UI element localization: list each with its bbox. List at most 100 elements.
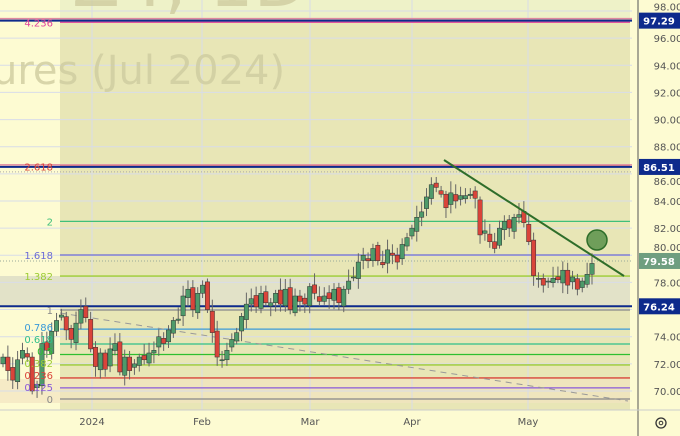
price-axis[interactable]: [632, 0, 680, 436]
y-tick-label: 92.00: [654, 88, 680, 99]
x-tick-label: Feb: [193, 417, 211, 428]
candle-body: [302, 297, 308, 305]
fib-level-label: 1.618: [24, 251, 53, 262]
candle-body: [477, 199, 483, 236]
candle-body: [146, 352, 152, 364]
y-tick-label: 98.00: [654, 3, 680, 14]
candle-body: [414, 217, 420, 232]
candle-body: [93, 347, 98, 367]
candle-body: [58, 314, 64, 318]
candle-body: [565, 269, 571, 286]
fib-level-label: 2: [47, 217, 53, 228]
x-tick-label: Mar: [301, 417, 321, 428]
candle-body: [365, 258, 371, 261]
candle-body: [492, 241, 498, 249]
candle-body: [462, 195, 468, 200]
fib-level-label: 1.382: [24, 272, 53, 283]
candle-body: [351, 276, 356, 279]
candle-body: [278, 289, 283, 305]
candle-body: [97, 352, 103, 371]
y-tick-label: 90.00: [654, 116, 680, 127]
candle-body: [404, 237, 410, 247]
candle-body: [112, 343, 118, 351]
last-price-badge: [639, 252, 680, 269]
candle-body: [316, 296, 322, 302]
y-tick-label: 78.00: [654, 278, 680, 289]
candle-body: [409, 227, 415, 237]
candle-body: [589, 263, 595, 275]
candle-body: [219, 359, 225, 362]
candle-body: [34, 383, 40, 388]
candle-body: [136, 356, 142, 366]
candle-body: [570, 276, 575, 283]
candle-body: [20, 350, 25, 359]
candle-body: [560, 269, 566, 284]
candle-body: [15, 359, 21, 383]
fib-level-label: 0: [47, 395, 53, 406]
candle-body: [68, 328, 74, 340]
highlight-range: [60, 0, 630, 410]
candle-body: [433, 182, 439, 188]
candle-body: [370, 248, 376, 261]
fib-level-label: 0.236: [24, 371, 53, 382]
fib-level-label: 4.236: [24, 18, 53, 29]
resistance-trendline[interactable]: [443, 159, 625, 277]
price-badge: [639, 298, 680, 315]
candle-body: [501, 221, 507, 231]
candle-body: [355, 261, 361, 279]
price-badge-label: 97.29: [643, 17, 675, 28]
y-tick-label: 88.00: [654, 143, 680, 154]
candle-body: [234, 332, 240, 342]
target-circle-marker[interactable]: [586, 229, 608, 251]
candle-body: [545, 280, 551, 283]
candle-body: [321, 295, 327, 302]
candle-body: [326, 292, 332, 299]
candle-body: [131, 363, 137, 368]
candle-body: [107, 348, 113, 367]
candle-body: [438, 190, 444, 195]
candle-body: [49, 331, 55, 354]
watermark-symbol: Z4, 1D: [72, 0, 307, 23]
candle-body: [467, 193, 473, 196]
fib-level-label: 0.786: [24, 323, 53, 334]
candle-body: [54, 320, 59, 332]
dashed-trendline[interactable]: [59, 312, 629, 402]
y-tick-label: 70.00: [654, 387, 680, 398]
candle-body: [248, 298, 254, 305]
candle-body: [419, 211, 425, 218]
candle-body: [10, 367, 16, 381]
candle-body: [506, 219, 512, 229]
candle-body: [282, 288, 288, 307]
candle-body: [472, 190, 478, 199]
candle-body: [375, 244, 381, 261]
candle-body: [0, 356, 6, 365]
y-tick-label: 80.00: [654, 243, 680, 254]
candle-body: [63, 316, 69, 331]
candle-body: [526, 224, 532, 242]
candle-body: [287, 287, 293, 310]
candle-body: [214, 330, 220, 358]
candle-body: [263, 291, 269, 304]
candle-body: [453, 194, 459, 202]
candle-body: [243, 303, 249, 320]
candle-body: [341, 288, 347, 307]
candle-body: [5, 356, 11, 371]
candle-body: [102, 352, 108, 370]
candle-body: [166, 329, 171, 343]
candle-body: [292, 295, 298, 314]
candle-body: [550, 278, 556, 283]
candle-body: [394, 255, 400, 263]
candle-body: [312, 284, 317, 294]
candle-body: [141, 355, 147, 361]
candle-body: [83, 306, 89, 318]
price-badge-label: 79.58: [643, 257, 675, 268]
price-badge-label: 86.51: [643, 163, 675, 174]
fib-level-label: 0.125: [24, 383, 53, 394]
candle-body: [268, 302, 274, 307]
settings-gear-icon[interactable]: [655, 417, 667, 429]
candle-body: [399, 244, 405, 260]
candle-body: [44, 341, 50, 351]
x-tick-label: Apr: [403, 417, 421, 428]
